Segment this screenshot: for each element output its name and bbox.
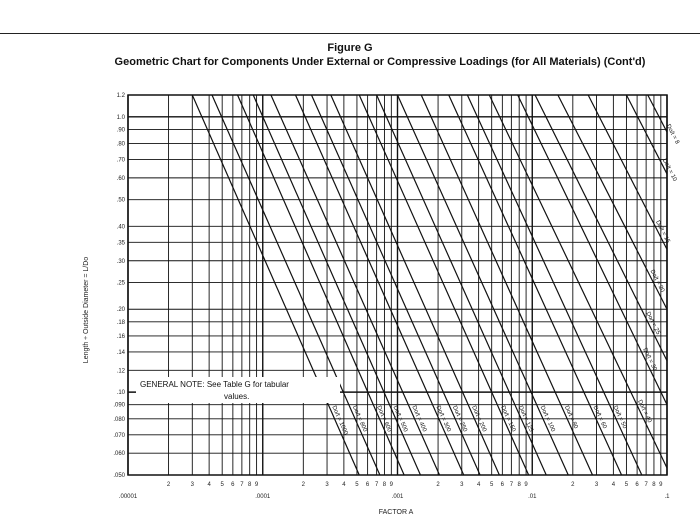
y-tick-label: .080 [113,417,125,423]
curve-line [420,94,594,476]
curve-line [270,94,441,476]
y-tick-label: .90 [117,127,126,133]
y-tick-label: 1.0 [117,115,126,121]
top-rule [0,33,700,34]
curve-line [466,94,643,476]
x-tick-label: .0001 [255,494,271,500]
general-note-line2: values. [224,392,249,401]
x-tick-label: 7 [510,482,514,488]
chart-grid [127,94,668,476]
x-tick-label: 6 [366,482,370,488]
y-tick-label: .070 [113,433,125,439]
x-tick-label: 4 [477,482,481,488]
curve-line [647,94,668,133]
curve-label: Do/t = 10 [661,158,678,183]
curve-line [191,94,360,476]
chart-title: Geometric Chart for Components Under Ext… [114,56,646,68]
x-tick-label: 9 [659,482,663,488]
x-tick-label: 6 [501,482,505,488]
x-tick-label: 4 [612,482,616,488]
x-tick-label: 8 [383,482,387,488]
y-tick-label: .50 [117,198,126,204]
x-tick-label: 8 [652,482,656,488]
y-tick-label: .70 [117,157,126,163]
x-axis-label: FACTOR A [379,509,414,516]
x-tick-label: 5 [221,482,225,488]
curve-line [330,94,500,476]
plot-frame [127,94,668,476]
y-tick-label: .050 [113,473,125,479]
x-tick-label: 9 [524,482,528,488]
curve-line [294,94,465,476]
y-tick-label: .12 [117,368,126,374]
y-tick-label: .16 [117,334,126,340]
curve-label: Do/t = 1000 [330,405,348,437]
y-tick-label: .20 [117,307,126,313]
curve-line [211,94,381,476]
general-note-line1: GENERAL NOTE: See Table G for tabular [140,380,289,389]
y-tick-label: 1.2 [117,93,126,99]
chart-curves [191,94,668,476]
x-tick-label: 4 [342,482,346,488]
general-note-box: GENERAL NOTE: See Table G for tabular va… [136,377,340,403]
x-tick-label: 2 [167,482,171,488]
y-tick-label: .30 [117,259,126,265]
x-tick-label: 9 [390,482,394,488]
curve-line [625,94,668,175]
curve-line [587,94,668,250]
x-tick-label: .01 [528,494,537,500]
x-tick-label: .00001 [119,494,138,500]
y-tick-label: .80 [117,141,126,147]
x-tick-label: 7 [240,482,244,488]
x-tick-label: 3 [595,482,599,488]
x-tick-label: 9 [255,482,259,488]
x-tick-label: 4 [207,482,211,488]
x-tick-label: 2 [436,482,440,488]
y-tick-label: .40 [117,224,126,230]
y-tick-label: .14 [117,350,126,356]
x-tick-label: 6 [231,482,235,488]
y-tick-label: .090 [113,403,125,409]
curve-line [488,94,668,469]
x-tick-label: 7 [644,482,648,488]
curve-line [517,94,668,405]
curve-line [557,94,668,310]
figure-label: Figure G [327,42,373,54]
curve-line [396,94,569,476]
curve-line [448,94,623,476]
x-tick-label: 3 [325,482,329,488]
x-tick-label: .001 [392,494,404,500]
x-tick-label: 5 [490,482,494,488]
x-tick-label: 8 [248,482,252,488]
x-tick-label: 5 [625,482,629,488]
x-tick-label: 5 [355,482,359,488]
x-tick-label: 6 [635,482,639,488]
curve-line [534,94,668,362]
y-tick-label: .10 [117,390,126,396]
curve-line [236,94,405,476]
curve-line [358,94,530,476]
x-tick-label: .1 [664,494,670,500]
x-tick-label: 3 [460,482,464,488]
y-tick-label: .35 [117,240,126,246]
y-tick-label: .060 [113,451,125,457]
x-tick-label: 3 [191,482,195,488]
x-tick-label: 2 [302,482,306,488]
y-tick-label: .25 [117,281,126,287]
curve-line [376,94,547,476]
curve-line [252,94,421,476]
x-tick-label: 7 [375,482,379,488]
y-axis-label: Length ÷ Outside Diameter = L/Do [83,257,90,363]
x-tick-label: 8 [518,482,522,488]
y-tick-label: .60 [117,176,126,182]
curve-line [310,94,481,476]
y-tick-label: .18 [117,320,126,326]
x-tick-label: 2 [571,482,575,488]
